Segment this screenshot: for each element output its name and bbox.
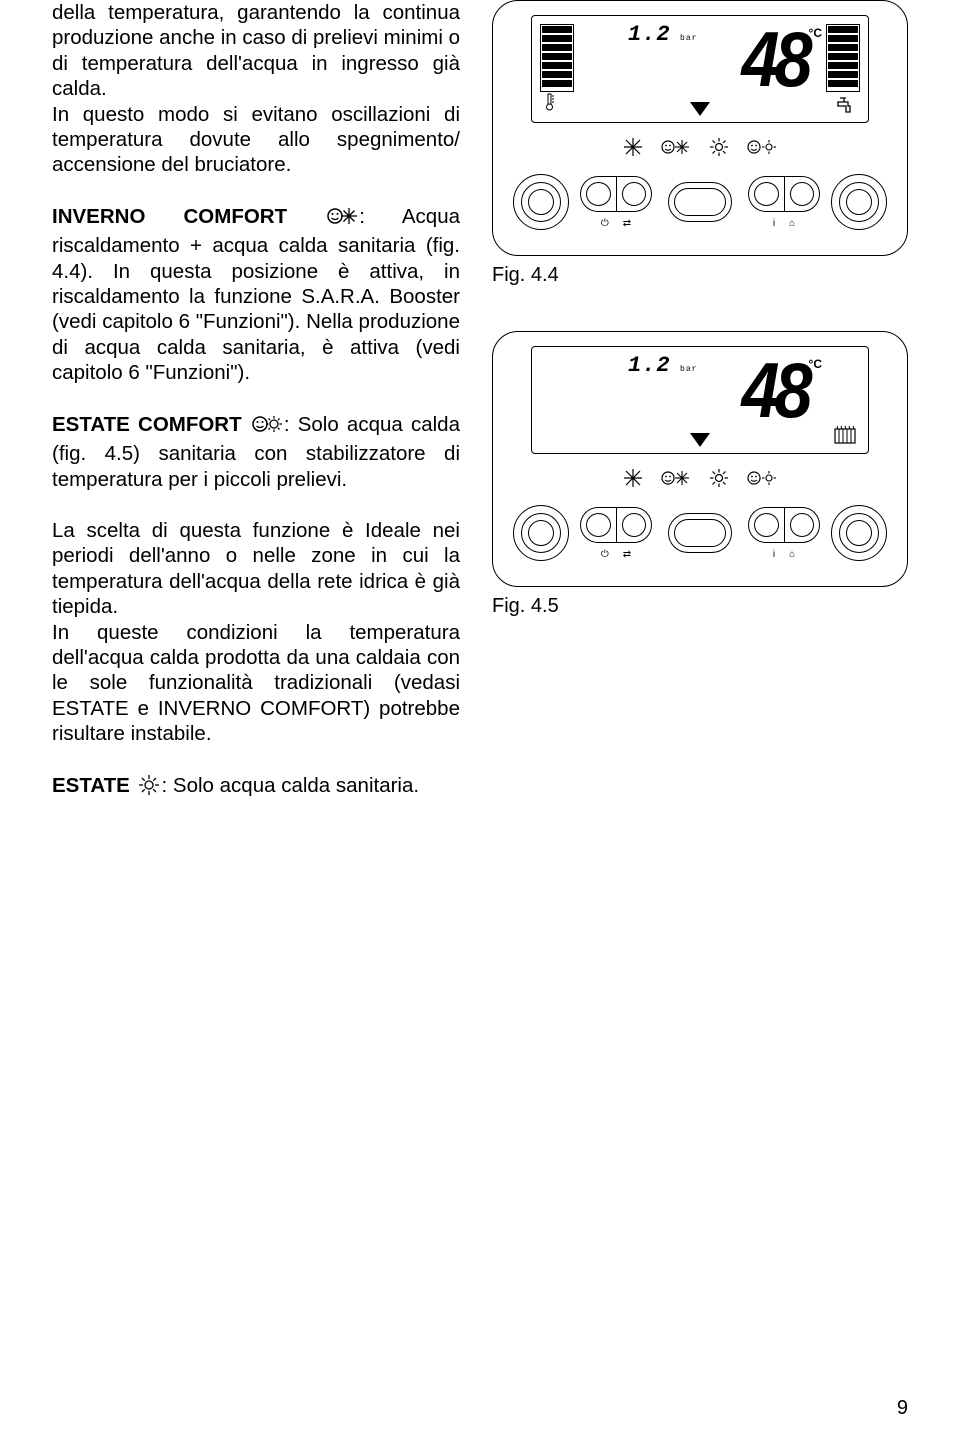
scale-icon: ⇄ [623, 549, 631, 560]
smiley-sun-icon [747, 469, 777, 487]
paragraph: La scelta di questa funzione è Ideale ne… [52, 518, 460, 620]
flame-icon: ⌂ [789, 549, 795, 560]
controls-row: ⏻ ⇄ i ⌂ [493, 494, 907, 572]
unit-celsius: °C [809, 357, 822, 371]
mode-estate: ESTATE : Solo acqua calda sanitaria. [52, 773, 460, 802]
mode-title: ESTATE [52, 774, 130, 797]
boiler-panel: 1.2 bar 48 °C [492, 331, 908, 587]
sun-icon [138, 774, 160, 802]
smiley-sun-icon [252, 413, 282, 441]
snowflake-icon [623, 468, 643, 488]
mode-estate-comfort: ESTATE COMFORT : Solo a [52, 412, 460, 492]
scale-icon: ⇄ [623, 218, 631, 229]
figures-column: 1.2 bar 48 °C [492, 0, 908, 828]
left-double-button[interactable] [580, 176, 652, 212]
page-number: 9 [897, 1397, 908, 1420]
sun-icon [709, 137, 729, 157]
bar-gauge-right-icon [828, 26, 858, 90]
center-button[interactable] [668, 182, 732, 222]
power-icon: ⏻ [601, 218, 609, 229]
paragraph: In queste condizioni la temperatura dell… [52, 620, 460, 747]
left-double-button[interactable] [580, 507, 652, 543]
boiler-panel: 1.2 bar 48 °C [492, 0, 908, 256]
smiley-snowflake-icon [661, 469, 691, 487]
mode-inverno-comfort: INVERNO COMFORT : Acqua riscaldamento + … [52, 204, 460, 386]
info-icon: i [773, 549, 775, 560]
mode-title: ESTATE COMFORT [52, 413, 242, 436]
paragraph: In questo modo si evitano oscillazioni d… [52, 102, 460, 178]
right-double-button[interactable] [748, 176, 820, 212]
lcd-display: 1.2 bar 48 °C [531, 15, 869, 123]
smiley-snowflake-icon [661, 138, 691, 156]
arrow-down-icon [690, 433, 710, 447]
text-column: della temperatura, garantendo la continu… [52, 0, 460, 828]
right-knob[interactable] [831, 505, 887, 561]
left-knob[interactable] [513, 174, 569, 230]
mode-body: : Solo acqua calda sanitaria. [162, 774, 420, 797]
info-icon: i [773, 218, 775, 229]
sun-icon [709, 468, 729, 488]
smiley-snowflake-icon [327, 205, 357, 233]
arrow-down-icon [690, 102, 710, 116]
figure-caption: Fig. 4.4 [492, 264, 908, 287]
smiley-sun-icon [747, 138, 777, 156]
figure-4-4: 1.2 bar 48 °C [492, 0, 908, 287]
snowflake-icon [623, 137, 643, 157]
controls-row: ⏻ ⇄ i ⌂ [493, 163, 907, 241]
unit-celsius: °C [809, 26, 822, 40]
pressure-readout: 1.2 bar [628, 22, 697, 47]
thermometer-icon [544, 93, 556, 114]
center-button[interactable] [668, 513, 732, 553]
pressure-readout: 1.2 bar [628, 353, 697, 378]
figure-caption: Fig. 4.5 [492, 595, 908, 618]
mode-title: INVERNO COMFORT [52, 205, 287, 228]
mode-body: : Acqua riscaldamento + acqua calda sani… [52, 205, 460, 384]
mode-icons-row [493, 464, 907, 492]
right-knob[interactable] [831, 174, 887, 230]
temperature-readout: 48 [742, 351, 808, 429]
right-double-button[interactable] [748, 507, 820, 543]
bar-gauge-left-icon [542, 26, 572, 90]
power-icon: ⏻ [601, 549, 609, 560]
figure-4-5: 1.2 bar 48 °C [492, 331, 908, 618]
tap-icon [836, 94, 856, 114]
flame-icon: ⌂ [789, 218, 795, 229]
left-knob[interactable] [513, 505, 569, 561]
paragraph: della temperatura, garantendo la continu… [52, 0, 460, 102]
mode-icons-row [493, 133, 907, 161]
lcd-display: 1.2 bar 48 °C [531, 346, 869, 454]
temperature-readout: 48 [742, 20, 808, 98]
radiator-icon [834, 425, 856, 445]
